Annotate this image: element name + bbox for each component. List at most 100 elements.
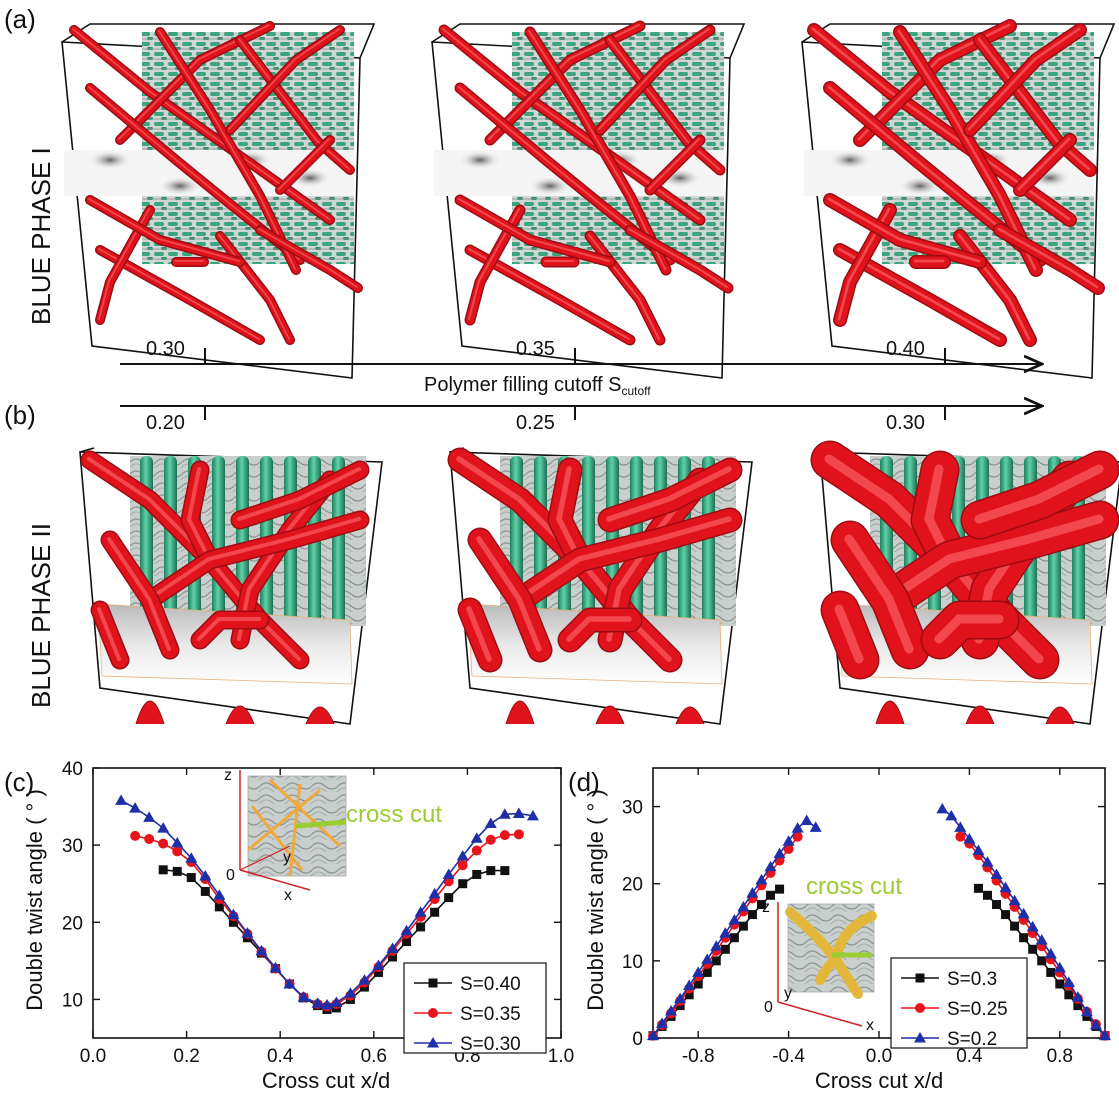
tube-shadow-0 (88, 150, 132, 170)
chart-d-xtick-label-4: 0.8 (1047, 1046, 1073, 1067)
chart-d-series-2-point-30 (1035, 934, 1048, 945)
chart-d-series-2-point-18 (809, 821, 822, 832)
chart-d-inset-cross-cut: cross cut (806, 873, 902, 900)
blue-phase-2-renderings (79, 440, 1119, 725)
bp1-cube-3 (801, 19, 1116, 379)
chart-c-series-2-point-23 (428, 887, 441, 899)
chart-c-inset-tubes (247, 778, 342, 877)
disclination-tube-7 (96, 206, 154, 324)
chart-d-series-0-point-25 (1064, 990, 1074, 1000)
chart-c-legend: S=0.40 S=0.35 S=0.30 (403, 962, 547, 1055)
cholesteric-slab-bottom (142, 196, 354, 264)
chart-c-series-0-point-19 (416, 922, 426, 932)
cut-tube-arc-0 (505, 700, 535, 725)
chart-d-series (647, 802, 1111, 1041)
disclination-network-6-highlight (566, 616, 632, 642)
chart-d-axes: -0.8 -0.4 0.0 0.4 0.8 0 10 20 30 (622, 767, 1106, 1067)
chart-c-series-1-point-28 (513, 829, 524, 840)
top-tick-label-1: 0.30 (146, 338, 185, 360)
chart-d-series-2-point-5 (692, 966, 705, 977)
chart-c-series-2-point-13 (297, 991, 310, 1002)
disclination-tube-5 (226, 26, 344, 134)
chart-d-ylabel: Double twist angle ( ° ) (583, 789, 608, 1011)
cut-tube-arc-0 (135, 700, 165, 725)
chart-d-series-2-point-25 (990, 868, 1003, 879)
disclination-tube-10-highlight (1017, 137, 1071, 191)
chart-d-series-1-point-15 (783, 844, 794, 854)
tube-shadow-3 (528, 176, 572, 196)
bottom-tick-label-1: 0.20 (146, 412, 185, 434)
chart-c-series-0-point-4 (214, 902, 224, 912)
chart-c-ytick-label-3: 40 (62, 759, 83, 780)
chart-d-series-2 (647, 802, 1111, 1041)
chart-d-series-0-point-11 (747, 910, 757, 920)
axis-caption-main: Polymer filling cutoff S (424, 374, 622, 396)
chart-c-series-0-point-2 (186, 873, 196, 883)
chart-d-series-2-point-27 (1008, 894, 1021, 906)
row-title-blue-phase-2: BLUE PHASE II (26, 523, 56, 708)
chart-d-series-2-point-20 (945, 809, 958, 821)
disclination-network-6-highlight (197, 617, 261, 641)
chart-c-series-2-point-30 (526, 809, 539, 821)
chart-d-series-0-point-19 (1010, 921, 1020, 931)
chart-c-series-0-point-25 (500, 866, 510, 876)
disclination-tube-10 (646, 136, 704, 194)
disclination-tube-10 (276, 136, 334, 194)
chart-c-series-0-point-0 (158, 865, 168, 875)
chart-c-series-2-point-22 (414, 906, 427, 917)
chart-d-inset-zero: 0 (764, 999, 773, 1016)
chart-c-series-1-point-1 (144, 833, 155, 844)
disclination-tube-5-highlight (228, 28, 340, 130)
disclination-tube-9-highlight (628, 228, 728, 288)
disclination-tube-10 (1014, 134, 1076, 196)
disclination-tube-6-highlight (98, 248, 260, 340)
chart-d-xtick-label-1: -0.4 (772, 1046, 805, 1067)
chart-d-series-0-point-26 (1073, 1001, 1083, 1011)
chart-d-series-0-point-8 (720, 944, 730, 954)
chart-c-ytick-label-0: 10 (62, 990, 83, 1011)
chart-c-series-2-point-29 (512, 807, 525, 819)
chart-d-series-0-point-7 (711, 956, 721, 966)
disclination-network-4-highlight (844, 534, 914, 654)
chart-c-series-1-point-0 (130, 830, 141, 841)
disclination-network-3-highlight (884, 514, 1104, 604)
chart-d-series-2-point-24 (981, 856, 994, 867)
chart-d-series-2-point-17 (800, 814, 813, 825)
chart-d-legend-label-1: S=0.25 (947, 999, 1008, 1020)
chart-d-series-2-point-35 (1080, 1005, 1093, 1017)
disclination-network-6-highlight (934, 614, 1004, 644)
chart-c-legend-label-2: S=0.30 (460, 1034, 521, 1055)
chart-d-series-0-point-13 (766, 890, 776, 900)
chart-d-legend-label-2: S=0.2 (947, 1029, 997, 1050)
chart-d-series-2-point-15 (782, 835, 795, 846)
cholesteric-slab-bottom (512, 196, 724, 264)
disclination-tube-7-highlight (98, 208, 150, 320)
bp1-cube-2 (431, 20, 746, 379)
chart-c-series-2-point-21 (400, 924, 413, 936)
disclination-network-3-highlight (147, 517, 361, 601)
disclination-network-5-highlight (606, 466, 732, 522)
chart-c-inset-z: z (224, 767, 232, 784)
panel-label-c: (c) (4, 767, 34, 797)
chart-c-series-2-point-11 (269, 961, 282, 973)
chart-c-series-2-point-12 (283, 978, 296, 989)
double-twist-cylinder-8 (332, 456, 345, 626)
chart-c-inset-cut-line (295, 819, 347, 829)
chart-d: -0.8 -0.4 0.0 0.4 0.8 0 10 20 30 Cross cut x/d D… (583, 767, 1111, 1093)
double-twist-cylinder-3 (212, 456, 225, 626)
chart-d-series-2-point-26 (999, 881, 1012, 893)
chart-d-series-2-point-36 (1089, 1018, 1102, 1030)
chart-d-series-2-point-32 (1053, 961, 1066, 973)
chart-d-series-2-point-14 (773, 847, 786, 859)
chart-c-series-1-point-3 (172, 846, 183, 857)
row-title-blue-phase-1: BLUE PHASE I (26, 147, 56, 325)
bp2-cube-2 (447, 447, 753, 725)
tube-shadow-0 (458, 150, 502, 170)
bottom-tick-label-2: 0.25 (516, 412, 555, 434)
disclination-network-7-highlight (97, 607, 121, 661)
disclination-network-4-highlight (476, 536, 542, 652)
disclination-tube-1 (116, 22, 274, 144)
chart-d-series-2-point-19 (936, 802, 949, 814)
chart-d-series-0-point-22 (1037, 956, 1047, 966)
